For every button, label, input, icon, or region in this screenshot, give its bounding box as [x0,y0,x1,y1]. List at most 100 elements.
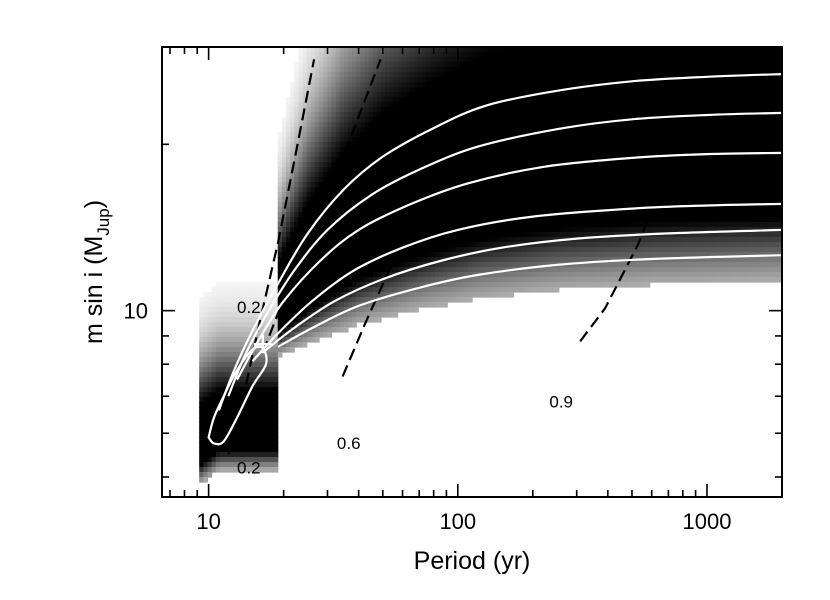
heatmap-cell [310,107,316,113]
heatmap-cell [447,102,452,108]
heatmap-cell [290,137,295,143]
heatmap-cell [352,92,357,98]
heatmap-cell [281,192,287,198]
heatmap-cell [290,202,295,208]
heatmap-cell [608,202,614,208]
heatmap-cell [335,247,341,253]
heatmap-cell [467,92,473,98]
heatmap-cell [492,267,498,273]
heatmap-cell [604,172,609,178]
heatmap-cell [343,207,349,213]
heatmap-cell [385,227,390,233]
heatmap-cell [492,142,498,148]
heatmap-cell [310,332,316,338]
heatmap-cell [509,77,514,83]
heatmap-cell [397,172,403,178]
heatmap-cell [422,302,428,308]
heatmap-cell [463,82,469,88]
heatmap-cell [418,92,423,98]
heatmap-cell [604,282,609,288]
heatmap-cell [525,252,531,258]
heatmap-cell [319,127,324,133]
heatmap-cell [356,77,361,83]
heatmap-cell [261,312,266,318]
heatmap-cell [455,92,461,98]
heatmap-cell [484,77,490,83]
heatmap-cell [323,317,328,323]
heatmap-cell [542,97,547,103]
heatmap-cell [447,237,452,243]
heatmap-cell [443,227,448,233]
heatmap-cell [286,297,291,303]
heatmap-cell [327,292,333,298]
heatmap-cell [583,242,589,248]
heatmap-cell [265,442,271,448]
heatmap-cell [401,57,407,63]
heatmap-cell [434,202,440,208]
heatmap-cell [587,127,593,133]
heatmap-cell [228,357,233,363]
heatmap-cell [277,222,283,228]
heatmap-cell [306,262,312,268]
heatmap-cell [360,137,366,143]
heatmap-cell [331,52,337,58]
heatmap-cell [455,147,461,153]
heatmap-cell [215,432,221,438]
heatmap-cell [500,82,506,88]
heatmap-cell [525,277,531,283]
heatmap-cell [546,162,552,168]
heatmap-cell [591,52,597,58]
heatmap-cell [463,212,469,218]
heatmap-cell [567,172,572,178]
heatmap-cell [335,87,341,93]
heatmap-cell [472,267,477,273]
heatmap-cell [207,382,213,388]
heatmap-cell [583,157,589,163]
heatmap-cell [612,117,618,123]
heatmap-cell [389,82,395,88]
heatmap-cell [261,322,266,328]
heatmap-cell [438,177,444,183]
heatmap-cell [356,212,361,218]
heatmap-cell [327,212,333,218]
heatmap-cell [422,97,428,103]
heatmap-cell [550,232,556,238]
heatmap-cell [579,222,585,228]
heatmap-cell [476,147,481,153]
heatmap-cell [455,242,461,248]
heatmap-cell [335,52,341,58]
heatmap-cell [591,227,597,233]
heatmap-cell [575,112,581,118]
heatmap-cell [550,112,556,118]
heatmap-cell [434,172,440,178]
heatmap-cell [562,222,568,228]
heatmap-cell [331,207,337,213]
heatmap-cell [418,257,423,263]
heatmap-cell [348,52,353,58]
heatmap-cell [281,177,287,183]
heatmap-cell [430,277,436,283]
heatmap-cell [397,162,403,168]
heatmap-cell [319,82,324,88]
heatmap-cell [343,112,349,118]
heatmap-cell [343,222,349,228]
heatmap-cell [273,357,279,363]
heatmap-cell [583,247,589,253]
heatmap-cell [306,162,312,168]
heatmap-cell [265,417,271,423]
heatmap-cell [376,272,382,278]
heatmap-cell [360,62,366,68]
heatmap-cell [562,242,568,248]
heatmap-cell [500,282,506,288]
heatmap-cell [236,437,242,443]
heatmap-cell [505,252,510,258]
heatmap-cell [368,52,374,58]
heatmap-cell [401,127,407,133]
heatmap-cell [558,72,564,78]
heatmap-cell [583,87,589,93]
heatmap-cell [414,67,419,73]
heatmap-cell [430,267,436,273]
heatmap-cell [521,202,527,208]
heatmap-cell [211,342,217,348]
heatmap-cell [393,147,399,153]
